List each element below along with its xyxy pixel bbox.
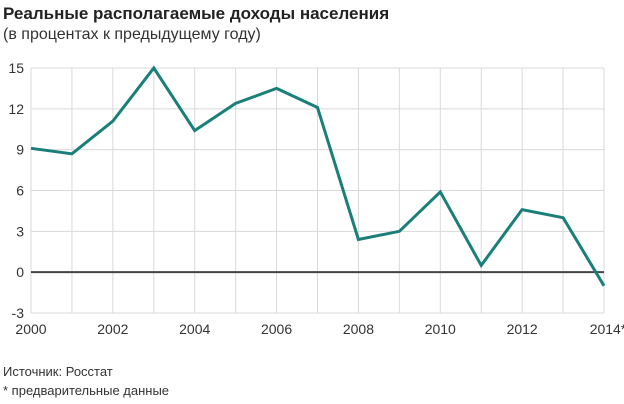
svg-text:12: 12 (8, 101, 24, 117)
svg-text:2010: 2010 (425, 321, 456, 337)
svg-text:2004: 2004 (179, 321, 210, 337)
svg-text:0: 0 (16, 264, 24, 280)
chart-subtitle: (в процентах к предыдущему году) (3, 26, 261, 43)
svg-text:2006: 2006 (261, 321, 292, 337)
source-note: Источник: Росстат (3, 364, 113, 379)
svg-text:2008: 2008 (343, 321, 374, 337)
svg-text:2014*: 2014* (590, 321, 624, 337)
chart-title: Реальные располагаемые доходы населения (3, 4, 390, 23)
svg-text:6: 6 (16, 183, 24, 199)
svg-text:2000: 2000 (15, 321, 46, 337)
footnote: * предварительные данные (3, 383, 170, 398)
svg-text:9: 9 (16, 142, 24, 158)
svg-text:15: 15 (8, 60, 24, 76)
svg-text:3: 3 (16, 223, 24, 239)
x-axis-ticks: 2000 2002 2004 2006 2008 2010 2012 2014* (15, 321, 624, 337)
svg-text:2012: 2012 (507, 321, 538, 337)
y-axis-ticks: 15 12 9 6 3 0 -3 (8, 60, 24, 321)
svg-text:-3: -3 (12, 305, 25, 321)
grid-lines (30, 67, 605, 314)
data-line (30, 65, 606, 287)
svg-text:2002: 2002 (97, 321, 128, 337)
